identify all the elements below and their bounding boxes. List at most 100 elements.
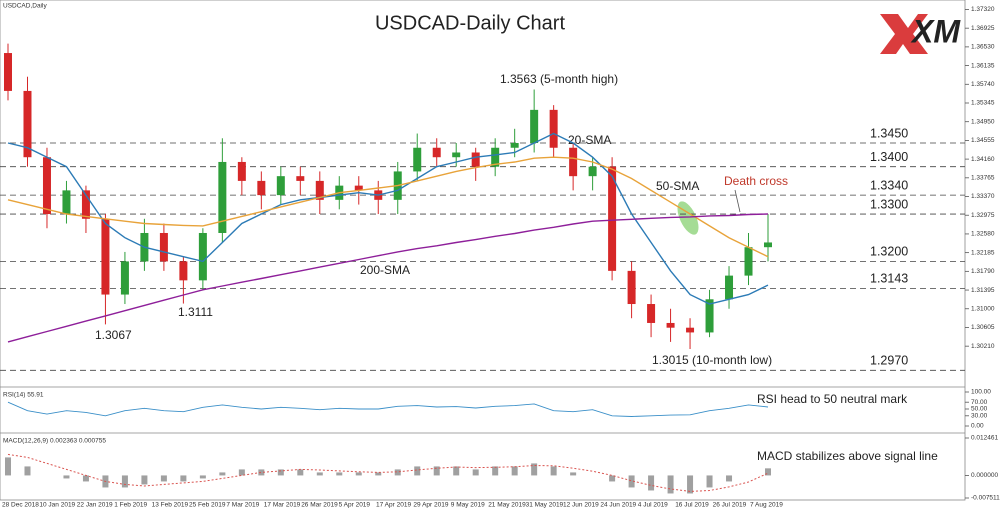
- macd-bar: [297, 469, 304, 476]
- level-label: 1.3143: [870, 272, 908, 286]
- candle-body: [218, 161, 227, 233]
- y-tick-label: 1.32580: [971, 231, 995, 238]
- macd-bar: [141, 475, 148, 485]
- level-label: 1.3340: [870, 178, 908, 192]
- x-tick-label: 26 Jul 2019: [713, 502, 747, 509]
- panel-label: RSI(14) 55.91: [3, 392, 44, 399]
- y-tick-label: 70.00: [971, 399, 988, 406]
- candle-body: [101, 218, 110, 295]
- y-tick-label: 1.30210: [971, 343, 995, 350]
- y-tick-label: 1.34950: [971, 118, 995, 125]
- candle-body: [510, 143, 519, 148]
- x-tick-label: 7 Mar 2019: [226, 502, 259, 509]
- candle-body: [198, 232, 207, 281]
- candle-body: [471, 152, 480, 167]
- macd-bar: [375, 472, 382, 476]
- y-tick-label: 1.36135: [971, 62, 995, 69]
- annotation: 1.3563 (5-month high): [500, 72, 618, 86]
- macd-bar: [648, 475, 655, 491]
- series-line: [7, 132, 769, 305]
- y-tick-label: 1.32975: [971, 212, 995, 219]
- annotation: MACD stabilizes above signal line: [757, 449, 938, 463]
- series-label: 50-SMA: [656, 179, 699, 193]
- y-tick-label: 0.00: [971, 423, 984, 430]
- x-tick-label: 5 Apr 2019: [339, 502, 371, 509]
- y-tick-label: 1.36530: [971, 44, 995, 51]
- y-tick-label: 0.012461: [971, 435, 998, 442]
- level-label: 1.3200: [870, 245, 908, 259]
- y-tick-label: 1.31000: [971, 305, 995, 312]
- x-tick-label: 7 Aug 2019: [750, 502, 783, 509]
- candle-body: [120, 261, 129, 295]
- macd-bar: [687, 475, 694, 494]
- panel-label: MACD(12,26,9) 0.002363 0.000755: [3, 438, 106, 445]
- y-tick-label: 100.00: [971, 389, 991, 396]
- candle-body: [569, 147, 578, 177]
- y-tick-label: 1.36925: [971, 25, 995, 32]
- macd-bar: [336, 472, 343, 476]
- candle-body: [647, 304, 656, 323]
- x-tick-label: 17 Mar 2019: [264, 502, 301, 509]
- macd-bar: [355, 472, 362, 476]
- candle-body: [296, 176, 305, 181]
- x-tick-label: 28 Dec 2018: [2, 502, 39, 509]
- candle-body: [705, 299, 714, 333]
- chart-title: USDCAD-Daily Chart: [375, 12, 565, 34]
- x-tick-label: 31 May 2019: [526, 502, 564, 509]
- series-line: [7, 401, 769, 417]
- logo-mark: [880, 14, 928, 54]
- macd-bar: [5, 457, 11, 476]
- macd-bar: [277, 469, 284, 476]
- candle-body: [608, 166, 617, 271]
- level-label: 1.3300: [870, 197, 908, 211]
- candle-body: [627, 270, 636, 305]
- y-tick-label: 1.35345: [971, 100, 995, 107]
- x-tick-label: 10 Jan 2019: [39, 502, 75, 509]
- y-tick-label: 0.000000: [971, 472, 998, 479]
- candle-body: [42, 157, 51, 215]
- y-tick-label: 1.33370: [971, 193, 995, 200]
- y-tick-label: 1.32185: [971, 249, 995, 256]
- x-tick-label: 1 Feb 2019: [114, 502, 147, 509]
- x-tick-label: 12 Jun 2019: [563, 502, 599, 509]
- macd-bar: [453, 466, 460, 476]
- macd-bar: [550, 466, 557, 476]
- level-label: 1.3400: [870, 150, 908, 164]
- x-tick-label: 29 Apr 2019: [413, 502, 448, 509]
- macd-bar: [199, 475, 206, 479]
- annotation: Death cross: [724, 174, 788, 188]
- candle-body: [530, 109, 539, 144]
- x-tick-label: 24 Jun 2019: [600, 502, 636, 509]
- candle-body: [159, 232, 168, 262]
- series-label: 20-SMA: [568, 133, 611, 147]
- x-tick-label: 16 Jul 2019: [675, 502, 709, 509]
- y-tick-label: -0.007511: [971, 495, 1000, 502]
- level-label: 1.2970: [870, 354, 908, 368]
- macd-bar: [609, 475, 616, 482]
- macd-bar: [160, 475, 167, 482]
- candle-body: [354, 185, 363, 191]
- candle-body: [62, 190, 71, 215]
- macd-bar: [258, 469, 265, 476]
- macd-bar: [121, 475, 128, 488]
- macd-bar: [667, 475, 674, 494]
- candle-body: [549, 109, 558, 148]
- candle-body: [23, 90, 32, 158]
- macd-bar: [316, 472, 323, 476]
- logo: XM: [880, 13, 961, 54]
- candle-body: [432, 147, 441, 158]
- x-tick-label: 17 Apr 2019: [376, 502, 411, 509]
- candle-body: [686, 327, 695, 333]
- macd-bar: [531, 463, 538, 476]
- candle-body: [744, 247, 753, 276]
- macd-bar: [24, 466, 31, 476]
- candle-body: [237, 161, 246, 181]
- y-tick-label: 1.31395: [971, 287, 995, 294]
- annotation: RSI head to 50 neutral mark: [757, 392, 908, 406]
- macd-bar: [433, 466, 440, 476]
- macd-bar: [570, 472, 577, 476]
- macd-bar: [726, 475, 733, 482]
- y-tick-label: 50.00: [971, 406, 988, 413]
- macd-bar: [414, 466, 421, 476]
